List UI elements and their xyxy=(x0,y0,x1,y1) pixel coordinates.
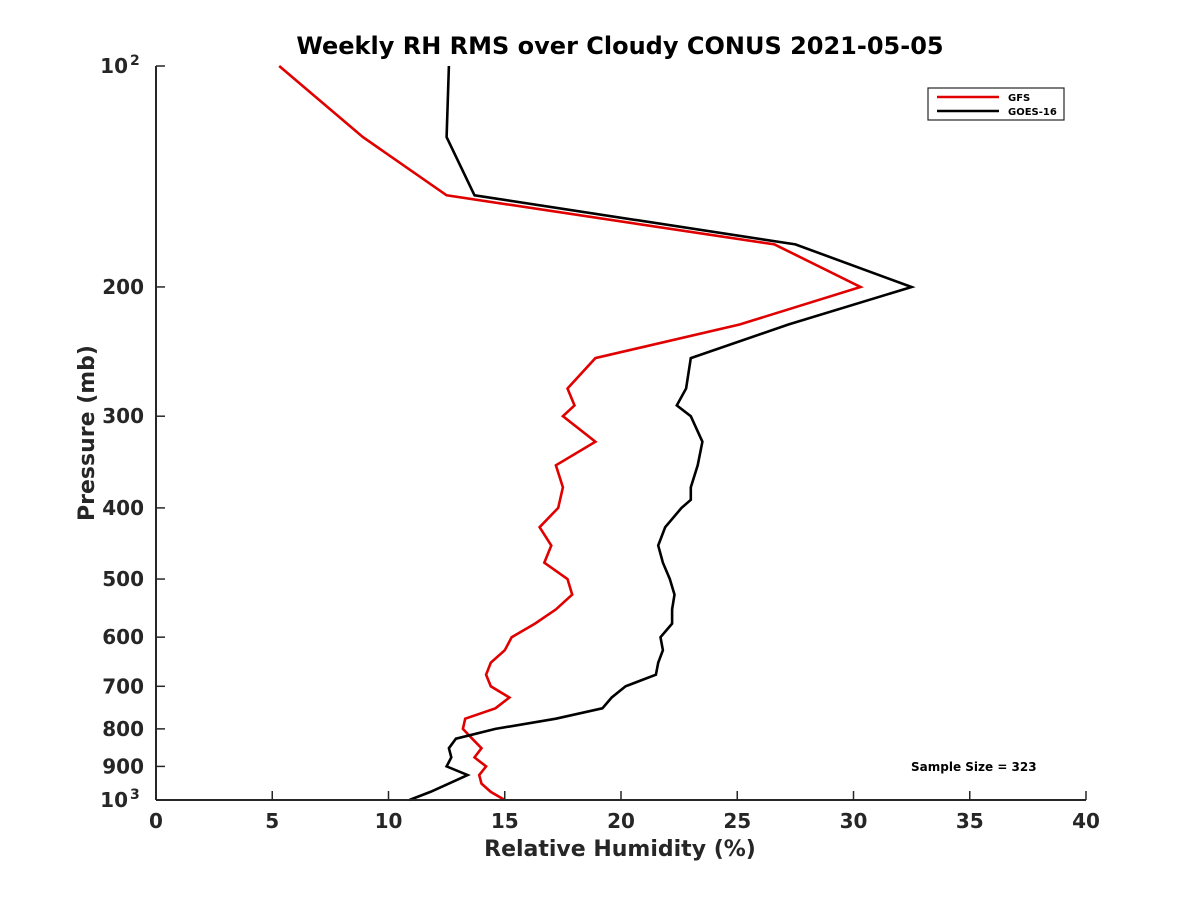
y-tick-label: 200 xyxy=(102,275,144,299)
x-tick-label: 20 xyxy=(607,809,635,833)
sample-size-annotation: Sample Size = 323 xyxy=(911,760,1037,774)
legend-label-goes16: GOES-16 xyxy=(1008,107,1057,118)
series-line-goes16 xyxy=(408,65,916,802)
legend-label-gfs: GFS xyxy=(1008,93,1030,104)
y-tick-exponent: 2 xyxy=(130,53,140,69)
y-tick-label: 400 xyxy=(102,496,144,520)
y-tick-label: 500 xyxy=(102,567,144,591)
x-tick-label: 0 xyxy=(149,809,163,833)
y-tick-label: 700 xyxy=(102,674,144,698)
y-tick-label: 600 xyxy=(102,625,144,649)
x-tick-label: 5 xyxy=(265,809,279,833)
chart-title: Weekly RH RMS over Cloudy CONUS 2021-05-… xyxy=(296,32,943,60)
y-tick-exponent: 3 xyxy=(130,787,140,803)
plot-area: 0 5 10 15 20 25 30 35 40 10 220030040050060070080… xyxy=(100,53,1100,833)
series-layer xyxy=(278,65,916,802)
y-tick-label: 900 xyxy=(102,754,144,778)
x-ticks: 0 5 10 15 20 25 30 35 40 xyxy=(149,791,1100,833)
x-tick-label: 15 xyxy=(491,809,519,833)
y-axis-label: Pressure (mb) xyxy=(75,345,100,521)
y-tick-label: 10 xyxy=(100,54,128,78)
y-tick-label: 300 xyxy=(102,404,144,428)
x-tick-label: 40 xyxy=(1072,809,1100,833)
y-tick-label: 10 xyxy=(100,788,128,812)
series-line-gfs xyxy=(278,65,864,802)
x-tick-label: 10 xyxy=(375,809,403,833)
x-tick-label: 30 xyxy=(840,809,868,833)
legend: GFS GOES-16 xyxy=(927,87,1065,121)
y-tick-label: 800 xyxy=(102,717,144,741)
x-axis-label: Relative Humidity (%) xyxy=(484,837,756,862)
x-tick-label: 35 xyxy=(956,809,984,833)
legend-box xyxy=(927,87,1065,121)
x-tick-label: 25 xyxy=(723,809,751,833)
